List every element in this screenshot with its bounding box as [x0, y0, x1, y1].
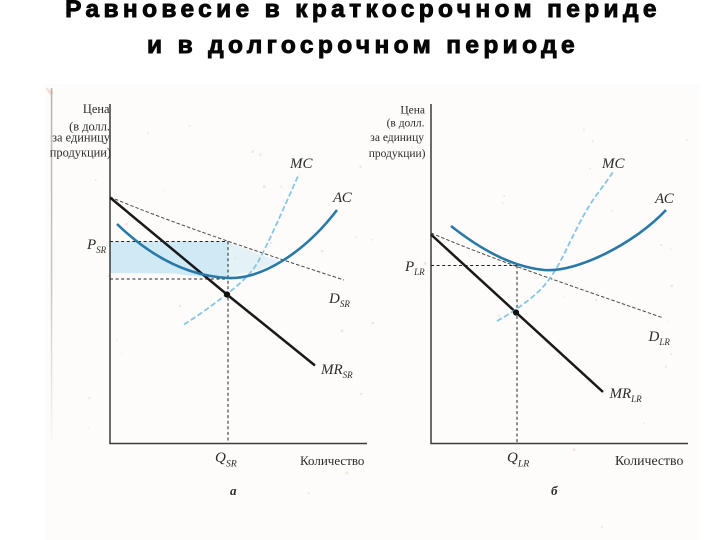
svg-text:Цена: Цена [400, 105, 425, 117]
svg-text:за единицу: за единицу [52, 131, 111, 145]
svg-text:Количество: Количество [300, 453, 364, 468]
svg-text:продукции): продукции) [50, 146, 111, 160]
svg-text:АС: АС [654, 191, 675, 207]
svg-text:б: б [551, 483, 558, 498]
svg-text:МС: МС [289, 156, 313, 172]
svg-text:МС: МС [601, 156, 625, 172]
svg-text:Цена: Цена [83, 102, 110, 116]
svg-text:за единицу: за единицу [370, 132, 424, 144]
svg-text:продукции): продукции) [369, 148, 426, 160]
svg-text:а: а [230, 483, 237, 498]
svg-text:(в долл.: (в долл. [387, 118, 425, 130]
svg-text:(в долл.: (в долл. [69, 120, 110, 134]
svg-text:АС: АС [332, 190, 353, 206]
svg-text:Количество: Количество [615, 453, 683, 468]
